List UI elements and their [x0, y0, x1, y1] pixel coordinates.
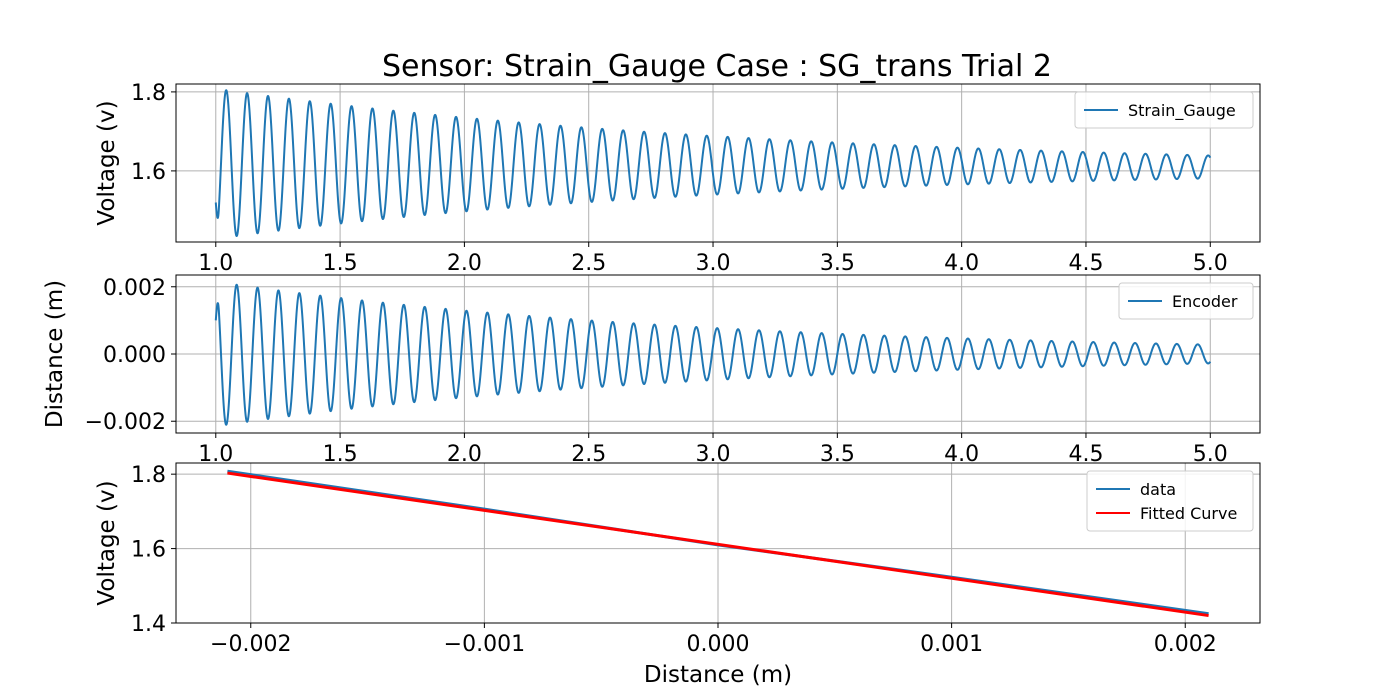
chart-strain-gauge: 1.0 1.5 2.0 2.5 3.0 3.5 4.0 4.5 5.0 1.6 1.8 Voltage… [94, 81, 1261, 276]
legend-box [1074, 91, 1254, 129]
x-tick-label: 4.0 [944, 251, 979, 276]
legend-box [1118, 282, 1254, 320]
x-tick-label: 0.000 [687, 632, 750, 657]
x-tick-label: 0.002 [1154, 632, 1217, 657]
x-tick-label: 3.0 [696, 251, 731, 276]
y-tick-label: 0.000 [103, 343, 166, 368]
series-line-strain-gauge [214, 89, 1212, 237]
chart-voltage-vs-distance: −0.002 −0.001 0.000 0.001 0.002 1.4 1.6 1.8 Volt… [94, 462, 1261, 688]
legend-box [1086, 470, 1254, 532]
legend-label: Fitted Curve [1140, 504, 1237, 523]
legend-label: data [1140, 480, 1176, 499]
y-tick-label: 1.8 [131, 463, 166, 488]
y-axis-label: Voltage (v) [94, 100, 120, 225]
x-tick-label: 1.0 [198, 251, 233, 276]
axes-frame [175, 83, 1261, 243]
y-tick-label: 1.6 [131, 160, 166, 185]
y-tick-label: 1.4 [131, 612, 166, 637]
x-tick-label: 0.001 [920, 632, 983, 657]
x-tick-label: −0.002 [210, 632, 291, 657]
legend-label: Encoder [1172, 292, 1238, 311]
figure-title: Sensor: Strain_Gauge Case : SG_trans Tri… [382, 49, 1052, 84]
x-tick-label: 1.5 [323, 251, 358, 276]
y-axis-label: Distance (m) [42, 280, 68, 428]
x-tick-label: 2.0 [447, 251, 482, 276]
series-line-fitted-curve [227, 471, 1209, 618]
legend-label: Strain_Gauge [1128, 101, 1236, 121]
chart-encoder: 1.0 1.5 2.0 2.5 3.0 3.5 4.0 4.5 5.0−0.0020.0000.… [42, 274, 1261, 467]
y-tick-label: 1.8 [131, 81, 166, 106]
x-tick-label: −0.001 [444, 632, 525, 657]
x-tick-label: 4.5 [1068, 251, 1103, 276]
x-tick-label: 2.5 [571, 251, 606, 276]
y-tick-label: 0.002 [103, 276, 166, 301]
legend: Strain_Gauge [1074, 91, 1254, 129]
y-tick-label: 1.6 [131, 538, 166, 563]
y-axis-label: Voltage (v) [94, 480, 120, 605]
x-tick-label: 5.0 [1193, 251, 1228, 276]
x-axis-label: Distance (m) [644, 662, 792, 688]
series-line-encoder [214, 283, 1212, 426]
legend: Encoder [1118, 282, 1254, 320]
x-tick-label: 3.5 [820, 251, 855, 276]
legend: data Fitted Curve [1086, 470, 1254, 532]
y-tick-label: −0.002 [85, 410, 166, 435]
